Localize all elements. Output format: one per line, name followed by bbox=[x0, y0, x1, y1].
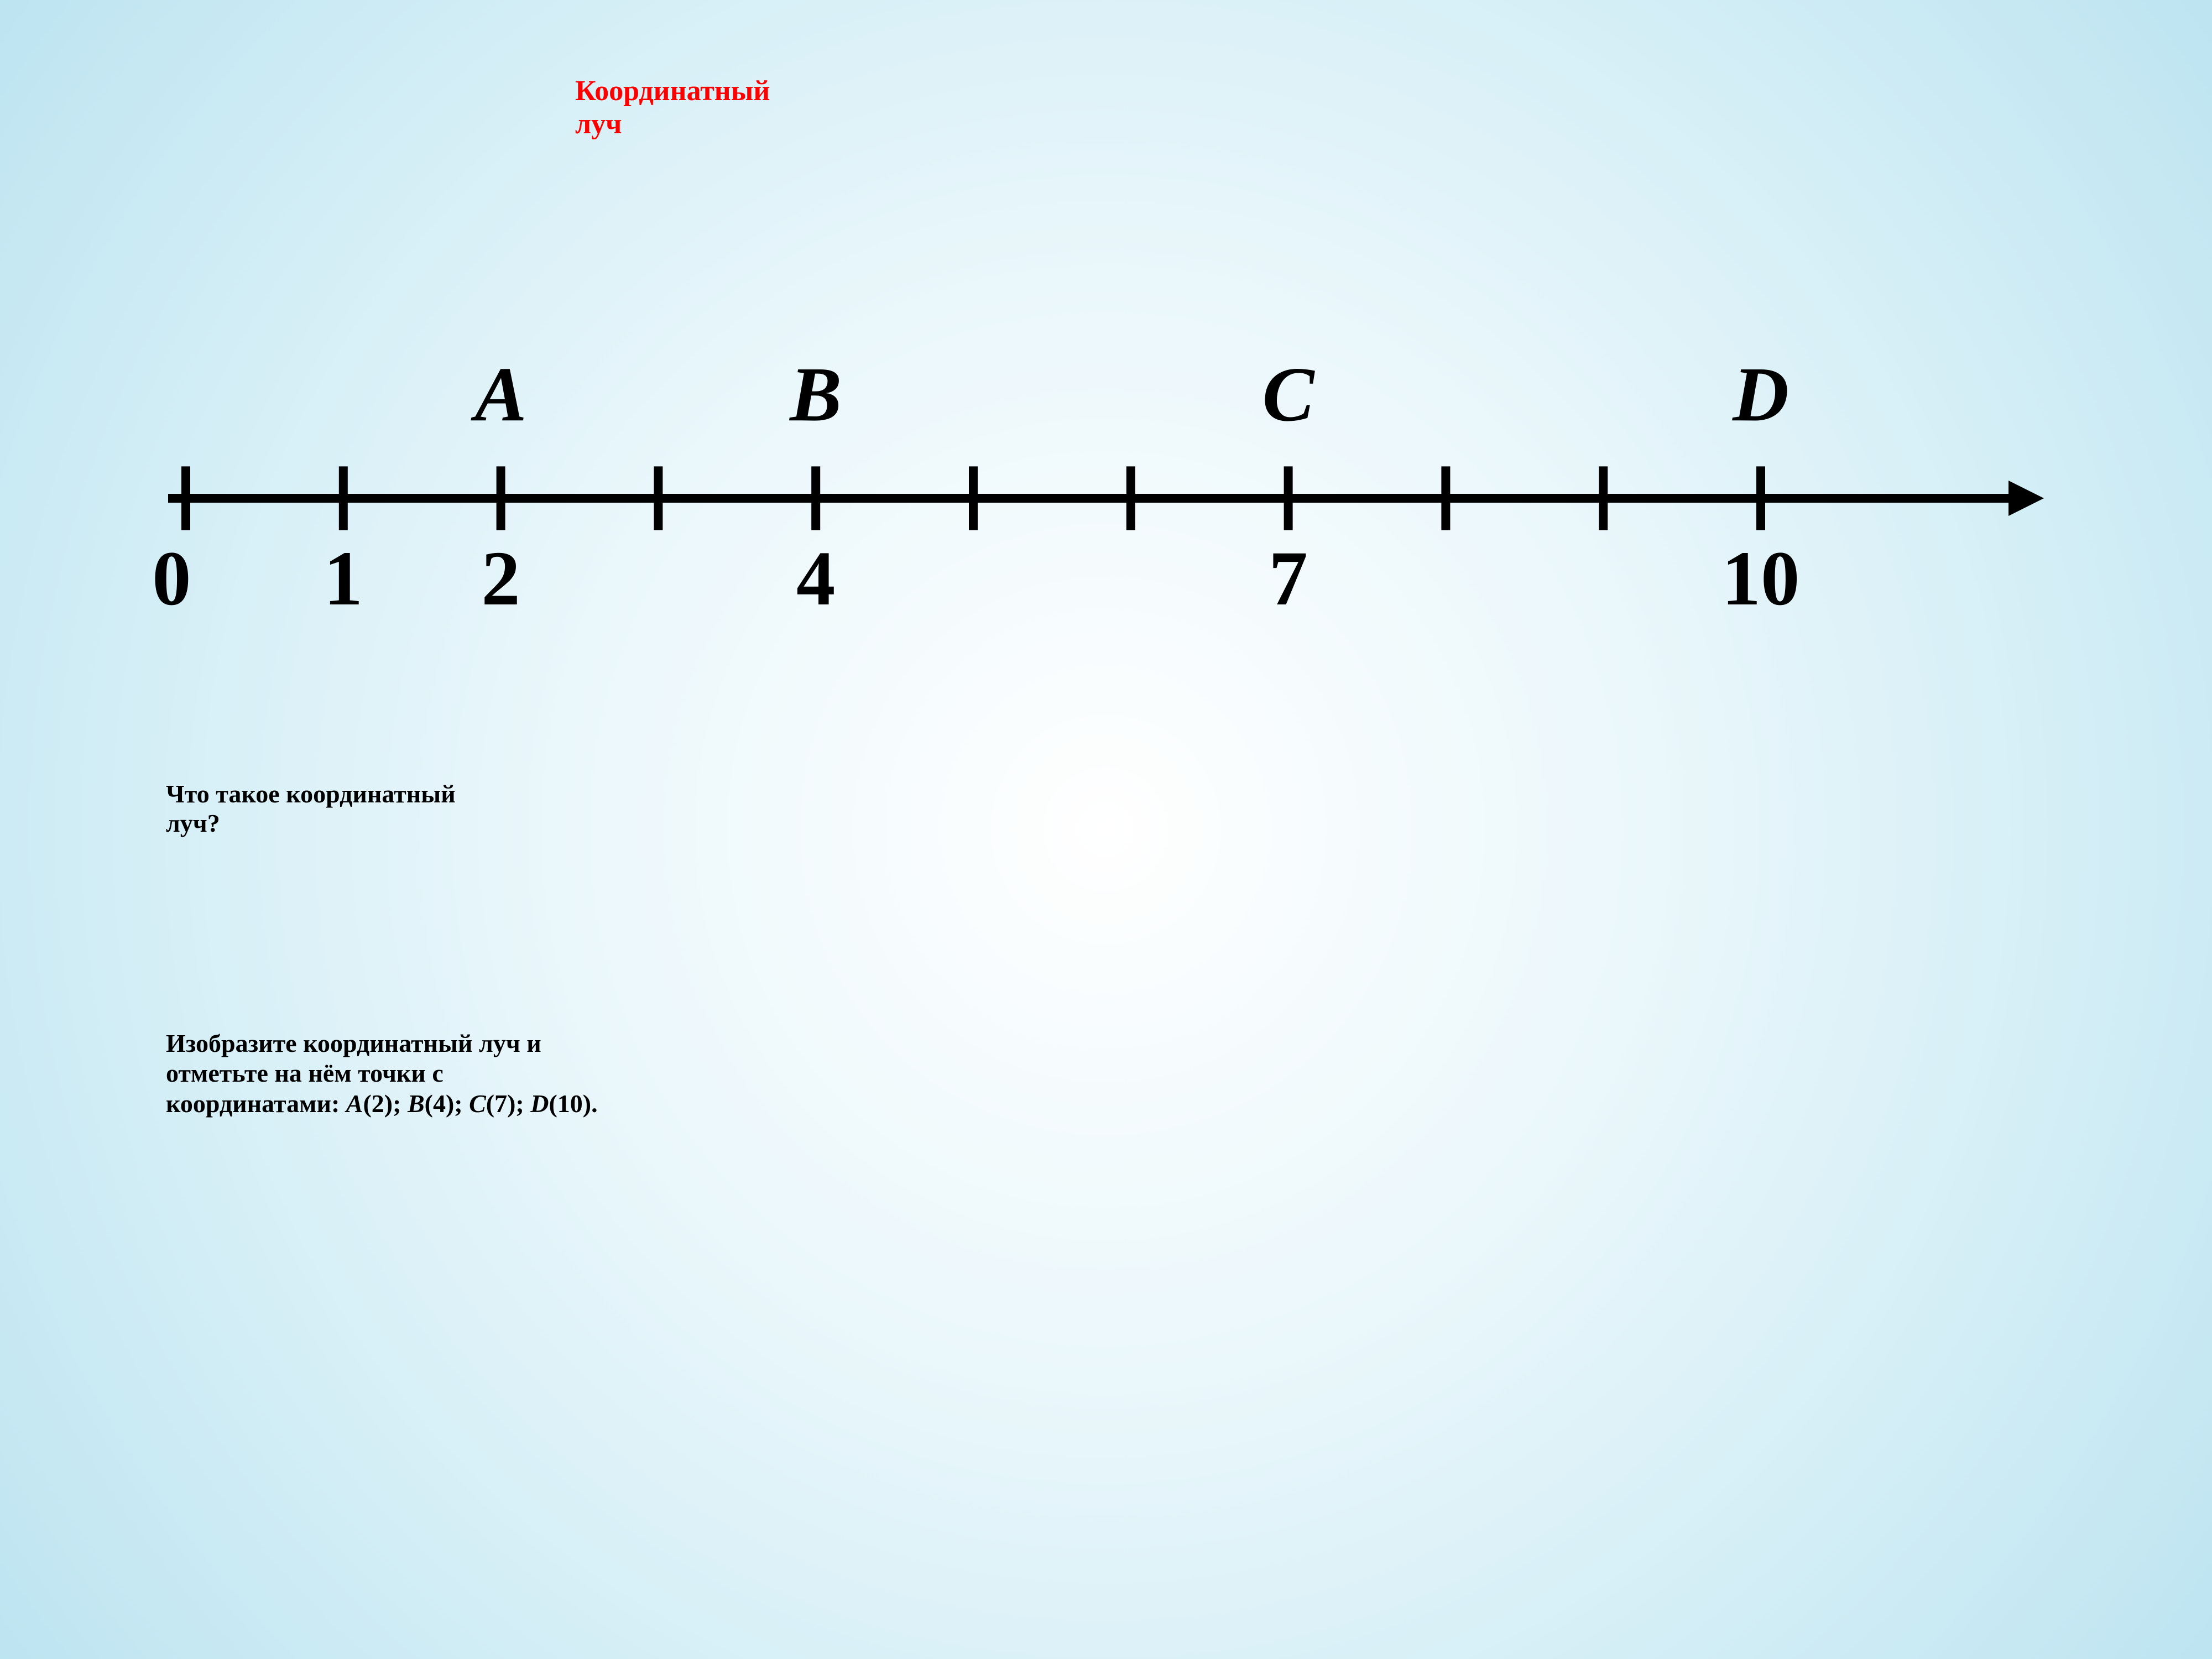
point-label: C bbox=[1262, 357, 1316, 437]
question-text: Что такое координатный луч? bbox=[166, 780, 456, 838]
task-point-name: B bbox=[408, 1089, 425, 1118]
axis-number: 10 bbox=[1722, 536, 1800, 622]
axis-number: 4 bbox=[796, 536, 835, 622]
task-point-coord: (10). bbox=[549, 1089, 597, 1118]
task-point-name: D bbox=[530, 1089, 549, 1118]
task-text: Изобразите координатный луч и отметьте н… bbox=[166, 1029, 598, 1119]
task-line-2: отметьте на нём точки с bbox=[166, 1059, 444, 1087]
task-point-name: A bbox=[346, 1089, 363, 1118]
task-line-3-prefix: координатами: bbox=[166, 1089, 340, 1118]
number-line-svg: 0 1 2 4 7 10 A B C D bbox=[133, 357, 2079, 640]
axis-number: 0 bbox=[152, 536, 191, 622]
point-label: B bbox=[789, 357, 842, 437]
axis-number: 7 bbox=[1269, 536, 1307, 622]
point-label: D bbox=[1731, 357, 1789, 437]
task-line-1: Изобразите координатный луч и bbox=[166, 1029, 541, 1057]
task-point-coord: (4); bbox=[425, 1089, 463, 1118]
question-line-1: Что такое координатный bbox=[166, 780, 456, 808]
question-line-2: луч? bbox=[166, 809, 220, 837]
task-points-inline: A(2); B(4); C(7); D(10). bbox=[346, 1089, 598, 1118]
slide: Координатный луч 0 1 2 4 7 10 A B C D Что такое к… bbox=[0, 0, 2212, 1659]
task-point-coord: (7); bbox=[486, 1089, 524, 1118]
title-line-1: Координатный bbox=[575, 75, 770, 107]
point-label: A bbox=[471, 357, 527, 437]
slide-title: Координатный луч bbox=[575, 75, 770, 141]
task-point-coord: (2); bbox=[363, 1089, 401, 1118]
task-point-name: C bbox=[469, 1089, 486, 1118]
number-line-diagram: 0 1 2 4 7 10 A B C D bbox=[133, 357, 2079, 640]
axis-number: 2 bbox=[481, 536, 520, 622]
title-line-2: луч bbox=[575, 108, 622, 140]
axis-number: 1 bbox=[324, 536, 363, 622]
